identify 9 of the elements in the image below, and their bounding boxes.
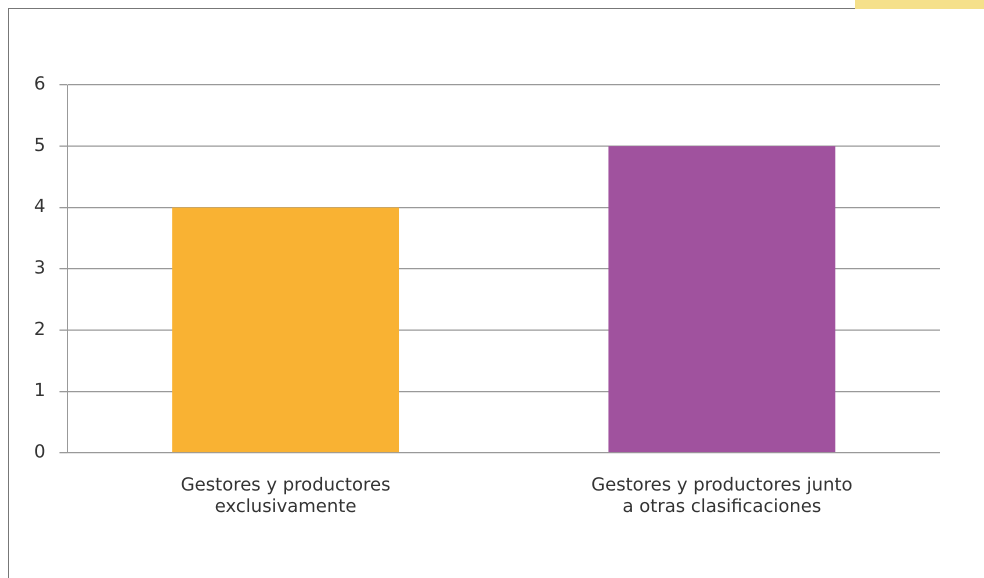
- y-tick-label: 1: [34, 380, 46, 402]
- y-tick-label: 6: [34, 73, 46, 94]
- y-tick-label: 2: [34, 318, 46, 340]
- y-tick-label: 5: [34, 134, 46, 156]
- y-tick-label: 0: [34, 441, 46, 462]
- x-tick-label: Gestores y productores junto a otras clasificaciones: [591, 474, 853, 517]
- y-tick-label: 4: [34, 196, 46, 218]
- y-tick-label: 3: [34, 257, 46, 278]
- x-tick-label: Gestores y productores exclusivamente: [180, 474, 390, 517]
